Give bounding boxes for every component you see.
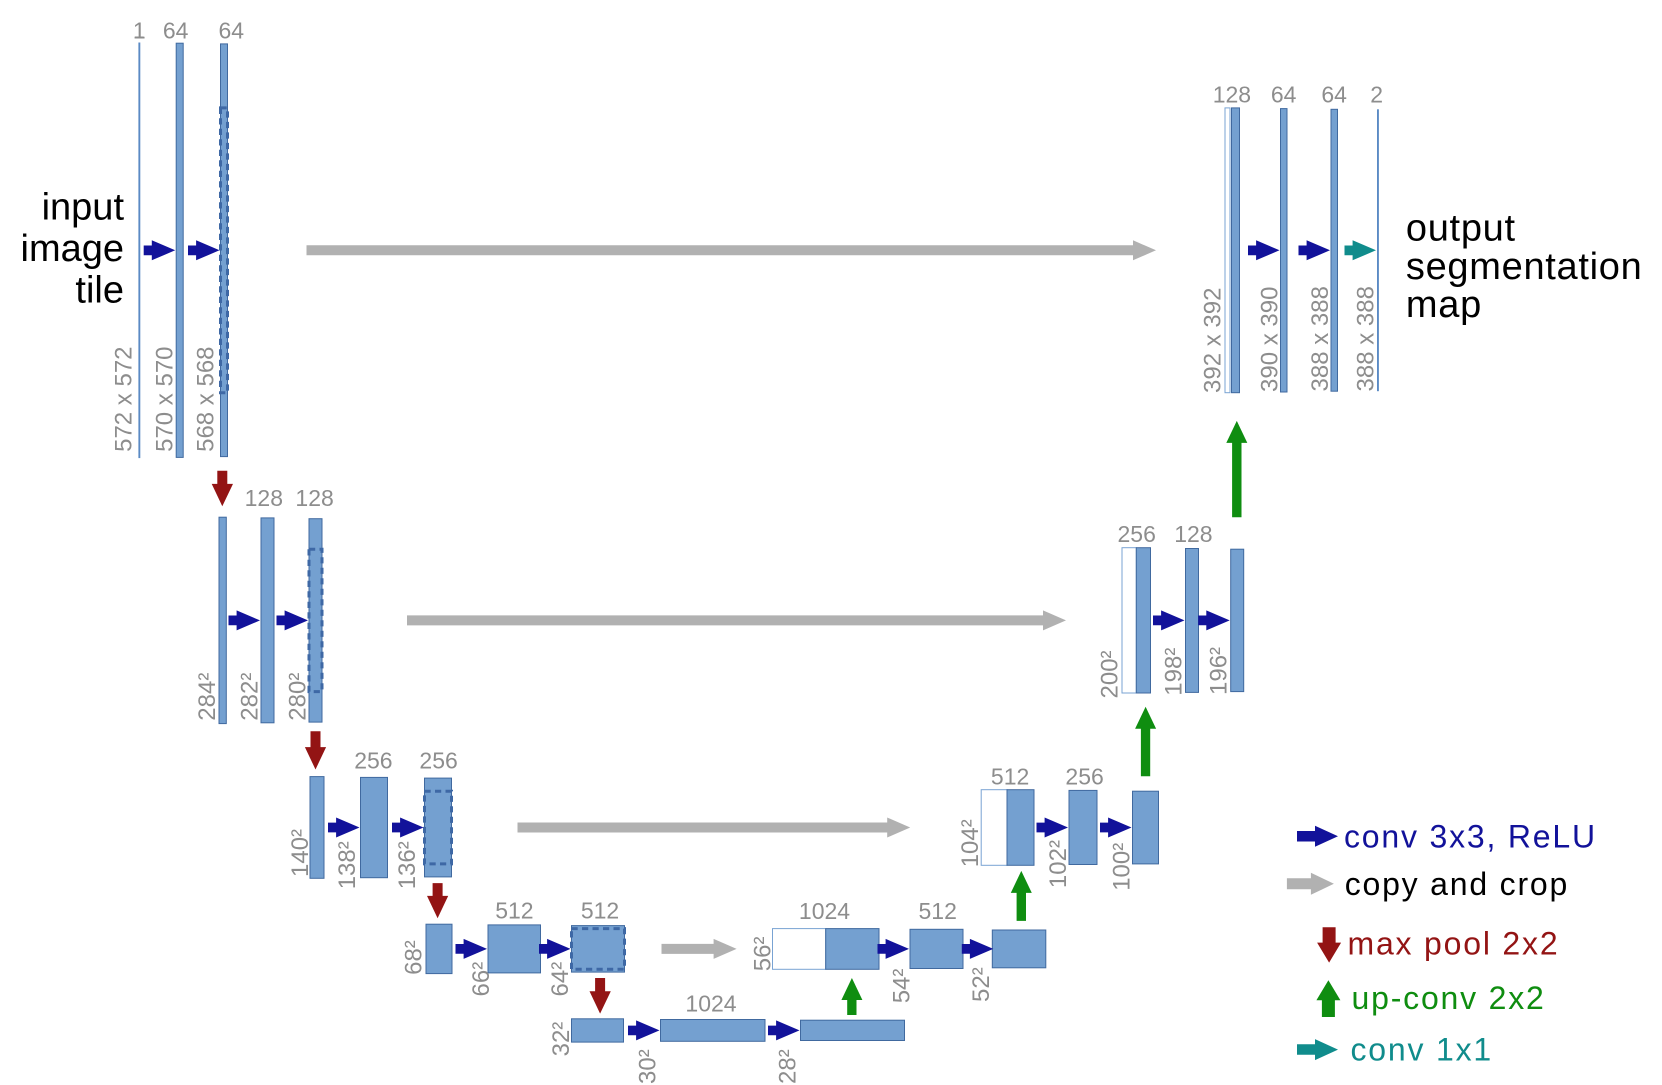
svg-text:conv 3x3, ReLU: conv 3x3, ReLU — [1344, 819, 1597, 855]
svg-text:136²: 136² — [394, 841, 421, 889]
svg-text:138²: 138² — [334, 841, 361, 889]
svg-text:64: 64 — [163, 17, 189, 43]
svg-text:512: 512 — [581, 898, 619, 924]
svg-text:282²: 282² — [236, 673, 263, 721]
svg-text:64²: 64² — [547, 962, 574, 997]
svg-text:output: output — [1406, 208, 1516, 250]
svg-text:conv 1x1: conv 1x1 — [1351, 1032, 1493, 1068]
svg-text:1: 1 — [133, 17, 146, 43]
svg-text:512: 512 — [495, 898, 533, 924]
svg-text:map: map — [1406, 284, 1482, 326]
svg-text:128: 128 — [245, 485, 283, 511]
svg-text:56²: 56² — [750, 937, 777, 972]
svg-text:30²: 30² — [635, 1049, 662, 1084]
svg-text:66²: 66² — [468, 962, 495, 997]
svg-text:570 x 570: 570 x 570 — [151, 346, 178, 451]
svg-text:2: 2 — [1370, 82, 1383, 108]
svg-text:32²: 32² — [548, 1022, 575, 1057]
svg-text:128: 128 — [1174, 521, 1212, 547]
svg-text:568 x 568: 568 x 568 — [193, 346, 220, 451]
svg-text:up-conv 2x2: up-conv 2x2 — [1352, 980, 1546, 1016]
svg-text:copy and crop: copy and crop — [1345, 866, 1569, 902]
svg-text:100²: 100² — [1109, 843, 1136, 891]
svg-text:54²: 54² — [889, 969, 916, 1004]
svg-text:256: 256 — [354, 747, 392, 773]
svg-text:128: 128 — [295, 485, 333, 511]
svg-text:140²: 140² — [287, 829, 314, 877]
svg-text:104²: 104² — [957, 819, 984, 867]
svg-text:1024: 1024 — [799, 898, 850, 924]
svg-text:196²: 196² — [1206, 647, 1233, 695]
svg-text:64: 64 — [1321, 82, 1347, 108]
svg-text:image: image — [21, 228, 125, 270]
svg-text:280²: 280² — [284, 673, 311, 721]
svg-text:256: 256 — [1118, 521, 1156, 547]
svg-text:392 x 392: 392 x 392 — [1200, 288, 1227, 393]
svg-text:segmentation: segmentation — [1406, 246, 1643, 288]
svg-text:input: input — [42, 186, 125, 228]
svg-text:512: 512 — [919, 898, 957, 924]
svg-text:200²: 200² — [1096, 650, 1123, 698]
svg-text:256: 256 — [1065, 763, 1103, 789]
svg-text:390 x 390: 390 x 390 — [1257, 287, 1284, 392]
svg-text:1024: 1024 — [685, 991, 736, 1017]
svg-text:tile: tile — [75, 269, 124, 311]
svg-text:512: 512 — [991, 763, 1029, 789]
svg-text:388 x 388: 388 x 388 — [1353, 286, 1380, 391]
svg-text:64: 64 — [1271, 82, 1297, 108]
svg-text:256: 256 — [419, 747, 457, 773]
svg-text:198²: 198² — [1161, 648, 1188, 696]
svg-text:52²: 52² — [968, 967, 995, 1002]
svg-text:388 x 388: 388 x 388 — [1307, 286, 1334, 391]
svg-text:64: 64 — [219, 17, 245, 43]
svg-text:128: 128 — [1213, 82, 1251, 108]
svg-text:284²: 284² — [194, 673, 221, 721]
svg-text:572 x 572: 572 x 572 — [111, 346, 138, 451]
svg-text:102²: 102² — [1045, 840, 1072, 888]
svg-text:68²: 68² — [401, 940, 428, 975]
svg-text:28²: 28² — [775, 1049, 802, 1084]
svg-text:max pool 2x2: max pool 2x2 — [1348, 926, 1560, 962]
